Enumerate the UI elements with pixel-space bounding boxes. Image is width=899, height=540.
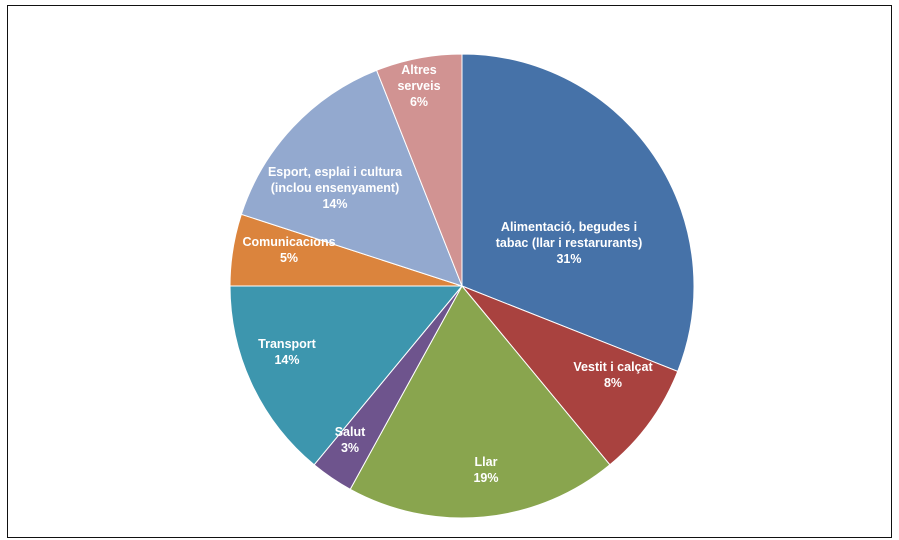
slice-name-label: Altres	[401, 63, 436, 77]
slice-value-label: 5%	[280, 251, 298, 265]
slice-name-label: tabac (llar i restarurants)	[496, 236, 643, 250]
pie-slice	[229, 285, 464, 466]
pie-slice	[349, 285, 611, 519]
pie-slice	[461, 53, 695, 373]
pie-slice	[240, 69, 463, 287]
pie-labels: Alimentació, begudes i tabac (llar i rest…	[242, 63, 653, 485]
slice-value-label: 31%	[556, 252, 581, 266]
slice-name-label: (inclou ensenyament)	[271, 181, 400, 195]
slice-name-label: Transport	[258, 337, 316, 351]
slice-label: Esport, esplai i cultura (inclou ensenyam…	[268, 165, 403, 211]
slice-value-label: 6%	[410, 95, 428, 109]
slice-value-label: 8%	[604, 376, 622, 390]
slice-value-label: 14%	[274, 353, 299, 367]
slice-name-label: Salut	[335, 425, 366, 439]
slice-name-label: Llar	[475, 455, 498, 469]
slice-label: Comunicacions 5%	[242, 235, 335, 265]
slice-name-label: Comunicacions	[242, 235, 335, 249]
slice-label: Llar 19%	[473, 455, 498, 485]
pie-slice	[375, 53, 463, 287]
slice-name-label: serveis	[397, 79, 440, 93]
slice-name-label: Vestit i calçat	[573, 360, 653, 374]
slice-label: Alimentació, begudes i tabac (llar i rest…	[496, 220, 643, 266]
slice-value-label: 19%	[473, 471, 498, 485]
slice-value-label: 14%	[322, 197, 347, 211]
pie-slice	[461, 285, 679, 466]
slice-label: Vestit i calçat 8%	[573, 360, 653, 390]
slice-name-label: Esport, esplai i cultura	[268, 165, 403, 179]
slice-label: Salut 3%	[335, 425, 366, 455]
slice-label: Transport 14%	[258, 337, 316, 367]
slice-name-label: Alimentació, begudes i	[501, 220, 637, 234]
slice-value-label: 3%	[341, 441, 359, 455]
slice-label: Altres serveis 6%	[397, 63, 440, 109]
pie-slices	[229, 53, 695, 519]
